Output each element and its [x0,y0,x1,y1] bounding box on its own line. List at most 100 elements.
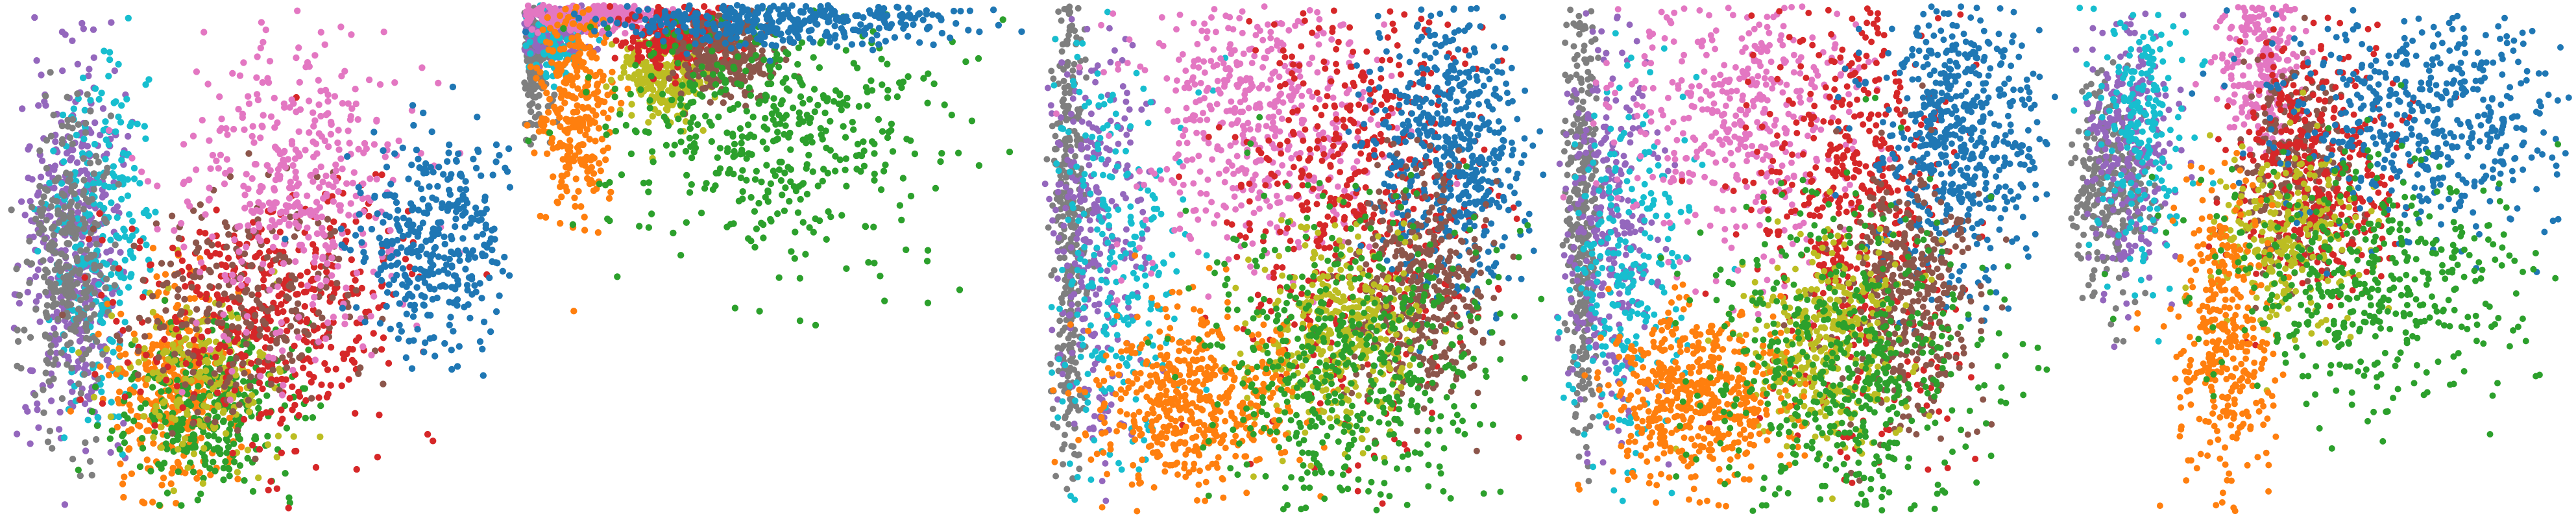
scatter-point [446,255,453,263]
scatter-point [45,378,53,385]
scatter-point [257,208,264,215]
scatter-point [317,88,324,95]
scatter-point [352,100,359,108]
scatter-point [110,265,117,272]
scatter-point [120,225,127,232]
scatter-point [337,23,345,31]
scatter-point [558,143,566,150]
scatter-point [524,2,532,10]
scatter-point [105,371,112,378]
scatter-point [478,216,485,223]
scatter-point [106,435,114,442]
scatter-point [175,334,182,341]
scatter-point [100,127,107,134]
scatter-point [352,218,359,225]
scatter-point [393,216,400,223]
scatter-point [82,320,90,327]
scatter-point [271,143,279,151]
scatter-point [245,227,252,234]
scatter-point [249,441,256,449]
scatter-point [291,276,299,283]
scatter-point [286,395,293,402]
scatter-point [449,83,457,91]
scatter-point [140,293,147,301]
scatter-point [184,390,191,398]
scatter-point [739,188,746,195]
scatter-point [56,408,64,416]
scatter-point [563,116,570,123]
scatter-point [75,466,82,474]
scatter-point [206,266,213,274]
scatter-point [576,56,583,64]
scatter-point [581,227,589,234]
scatter-point [399,281,406,288]
scatter-point [267,167,274,174]
scatter-point [276,328,284,336]
scatter-point [69,290,76,297]
scatter-point [568,77,576,84]
scatter-point [271,221,278,228]
scatter-point [467,250,474,257]
scatter-point [657,99,665,106]
scatter-point [295,150,302,157]
scatter-point [360,258,367,265]
scatter-point [76,269,83,277]
scatter-point [164,445,171,452]
scatter-point [532,93,539,101]
scatter-point [196,373,203,380]
scatter-point [296,203,303,210]
scatter-point [37,173,45,180]
scatter-point [21,327,28,334]
scatter-point [51,184,58,191]
scatter-point [105,127,113,134]
scatter-point [82,447,90,454]
scatter-point [174,432,181,439]
scatter-point [465,256,472,263]
scatter-point [115,265,123,272]
scatter-point [223,156,231,163]
scatter-point [90,225,97,232]
scatter-point [224,378,231,386]
scatter-point [144,375,151,383]
scatter-point [435,79,442,87]
scatter-point [421,339,429,347]
scatter-point [206,465,213,472]
scatter-point [420,301,427,308]
scatter-point [527,50,534,57]
scatter-point [118,156,125,164]
scatter-point [454,277,461,284]
scatter-point [280,334,288,341]
scatter-point [836,156,844,164]
scatter-point [47,132,55,140]
scatter-point [293,54,300,62]
scatter-point [249,132,256,140]
scatter-point [140,209,148,217]
scatter-point [98,302,105,309]
scatter-point [480,372,487,379]
scatter-point [149,369,156,376]
scatter-point [197,395,204,402]
scatter-point [180,243,188,251]
scatter-point [189,369,197,376]
scatter-point [229,360,237,368]
scatter-point [245,150,252,157]
scatter-point [435,268,443,275]
scatter-point [441,233,448,240]
scatter-point [345,376,352,383]
scatter-point [223,243,230,251]
scatter-point [93,240,100,248]
scatter-point [55,262,62,269]
scatter-point [221,343,228,351]
scatter-point [110,163,117,170]
scatter-point [228,313,236,320]
scatter-point [81,371,88,378]
scatter-point [556,53,564,61]
scatter-point [588,164,595,171]
scatter-point [348,356,356,364]
scatter-point [96,210,103,217]
scatter-point [263,162,271,169]
scatter-point [273,376,280,384]
scatter-point [457,186,464,193]
scatter-point [574,68,581,75]
scatter-point [140,413,147,420]
